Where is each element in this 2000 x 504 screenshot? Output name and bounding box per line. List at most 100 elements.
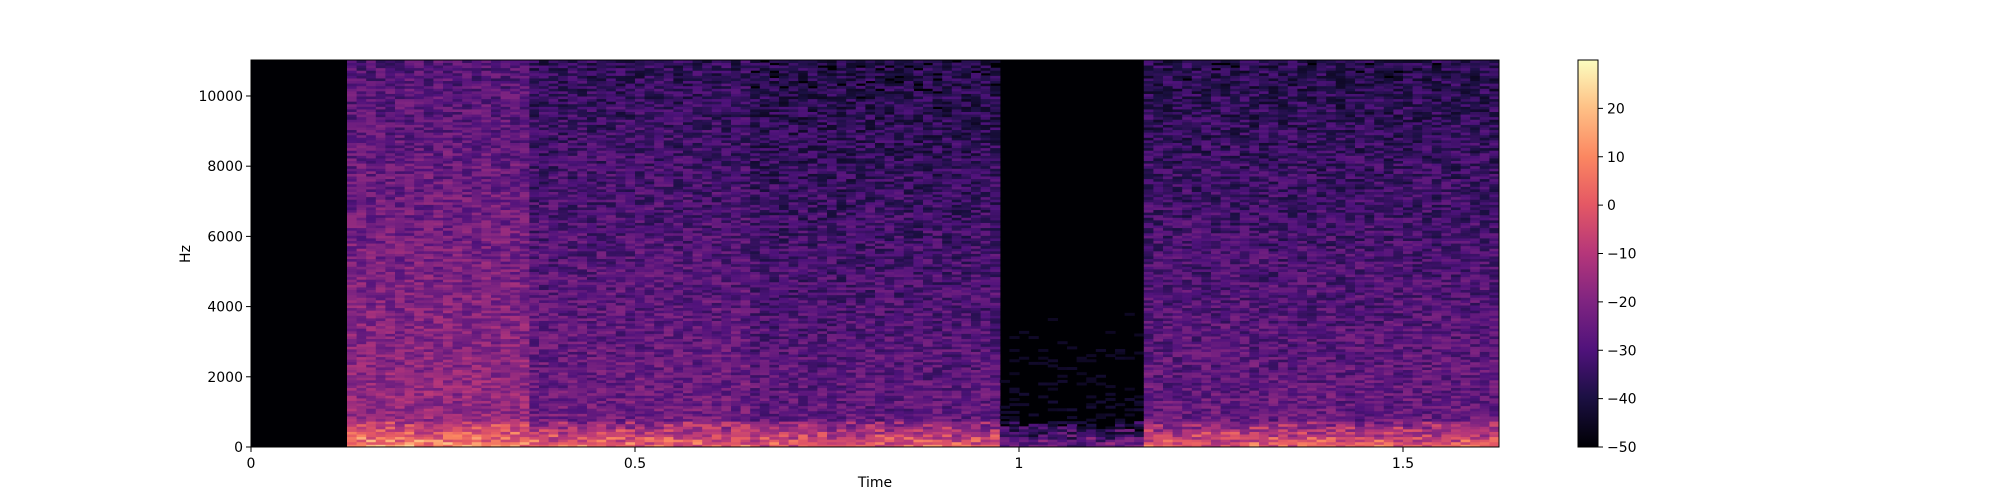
spectrogram-cell: [491, 410, 502, 414]
spectrogram-cell: [510, 338, 521, 342]
spectrogram-cell: [356, 85, 367, 89]
spectrogram-cell: [635, 168, 646, 172]
spectrogram-cell: [433, 400, 444, 404]
spectrogram-cell: [500, 67, 511, 71]
spectrogram-cell: [654, 302, 665, 306]
spectrogram-cell: [567, 207, 578, 211]
spectrogram-cell: [481, 250, 492, 254]
spectrogram-cell: [395, 145, 406, 149]
spectrogram-cell: [395, 85, 406, 89]
spectrogram-cell: [644, 354, 655, 358]
spectrogram-cell: [510, 268, 521, 272]
spectrogram-cell: [356, 168, 367, 172]
spectrogram-cell: [606, 88, 617, 92]
spectrogram-cell: [375, 315, 386, 319]
spectrogram-cell: [577, 418, 588, 422]
spectrogram-cell: [558, 439, 569, 443]
spectrogram-cell: [375, 83, 386, 87]
spectrogram-cell: [491, 261, 502, 265]
spectrogram-cell: [433, 196, 444, 200]
spectrogram-cell: [539, 219, 550, 223]
spectrogram-cell: [577, 379, 588, 383]
spectrogram-cell: [366, 403, 377, 407]
spectrogram-cell: [423, 302, 434, 306]
spectrogram-cell: [587, 124, 598, 128]
spectrogram-cell: [423, 132, 434, 136]
spectrogram-cell: [519, 222, 530, 226]
spectrogram-cell: [443, 302, 454, 306]
spectrogram-cell: [529, 98, 540, 102]
spectrogram-cell: [414, 294, 425, 298]
spectrogram-cell: [577, 204, 588, 208]
spectrogram-cell: [443, 400, 454, 404]
spectrogram-cell: [577, 359, 588, 363]
spectrogram-cell: [414, 253, 425, 257]
spectrogram-cell: [644, 121, 655, 125]
spectrogram-cell: [433, 189, 444, 192]
spectrogram-cell: [356, 248, 367, 252]
spectrogram-cell: [500, 243, 511, 247]
spectrogram-cell: [644, 245, 655, 249]
spectrogram-cell: [615, 170, 626, 174]
spectrogram-cell: [635, 158, 646, 162]
spectrogram-cell: [414, 209, 425, 213]
spectrogram-cell: [596, 341, 607, 345]
spectrogram-cell: [414, 328, 425, 332]
spectrogram-cell: [356, 315, 367, 319]
spectrogram-cell: [519, 90, 530, 94]
spectrogram-cell: [356, 60, 367, 63]
spectrogram-cell: [385, 189, 396, 192]
spectrogram-cell: [625, 305, 636, 309]
spectrogram-cell: [347, 119, 358, 123]
spectrogram-cell: [414, 235, 425, 239]
spectrogram-cell: [644, 248, 655, 252]
spectrogram-cell: [375, 142, 386, 146]
spectrogram-cell: [558, 387, 569, 391]
spectrogram-cell: [663, 439, 674, 443]
spectrogram-cell: [443, 248, 454, 252]
spectrogram-cell: [481, 356, 492, 360]
spectrogram-cell: [500, 142, 511, 146]
spectrogram-cell: [414, 364, 425, 368]
spectrogram-cell: [596, 111, 607, 115]
spectrogram-cell: [558, 186, 569, 190]
spectrogram-cell: [596, 444, 607, 447]
spectrogram-cell: [577, 248, 588, 252]
spectrogram-cell: [414, 75, 425, 79]
spectrogram-cell: [471, 441, 482, 445]
spectrogram-cell: [644, 279, 655, 283]
spectrogram-cell: [491, 392, 502, 396]
spectrogram-cell: [644, 150, 655, 154]
spectrogram-cell: [548, 325, 559, 329]
spectrogram-cell: [558, 168, 569, 172]
spectrogram-cell: [462, 263, 473, 267]
spectrogram-cell: [452, 134, 463, 138]
spectrogram-cell: [356, 183, 367, 187]
spectrogram-cell: [347, 176, 358, 180]
spectrogram-cell: [510, 199, 521, 203]
spectrogram-cell: [625, 390, 636, 394]
spectrogram-cell: [443, 119, 454, 123]
spectrogram-cell: [625, 93, 636, 97]
spectrogram-cell: [596, 397, 607, 401]
spectrogram-cell: [577, 400, 588, 404]
spectrogram-cell: [433, 173, 444, 177]
spectrogram-cell: [596, 385, 607, 389]
spectrogram-cell: [481, 361, 492, 365]
spectrogram-cell: [519, 219, 530, 223]
spectrogram-cell: [567, 124, 578, 128]
spectrogram-cell: [539, 72, 550, 76]
spectrogram-cell: [347, 444, 358, 447]
spectrogram-cell: [654, 330, 665, 334]
spectrogram-cell: [500, 346, 511, 350]
spectrogram-cell: [587, 431, 598, 435]
spectrogram-cell: [548, 271, 559, 275]
spectrogram-cell: [587, 379, 598, 383]
spectrogram-cell: [644, 336, 655, 340]
spectrogram-cell: [433, 312, 444, 316]
spectrogram-cell: [452, 390, 463, 394]
spectrogram-cell: [443, 348, 454, 352]
spectrogram-cell: [635, 219, 646, 223]
spectrogram-cell: [615, 90, 626, 94]
spectrogram-cell: [635, 261, 646, 265]
